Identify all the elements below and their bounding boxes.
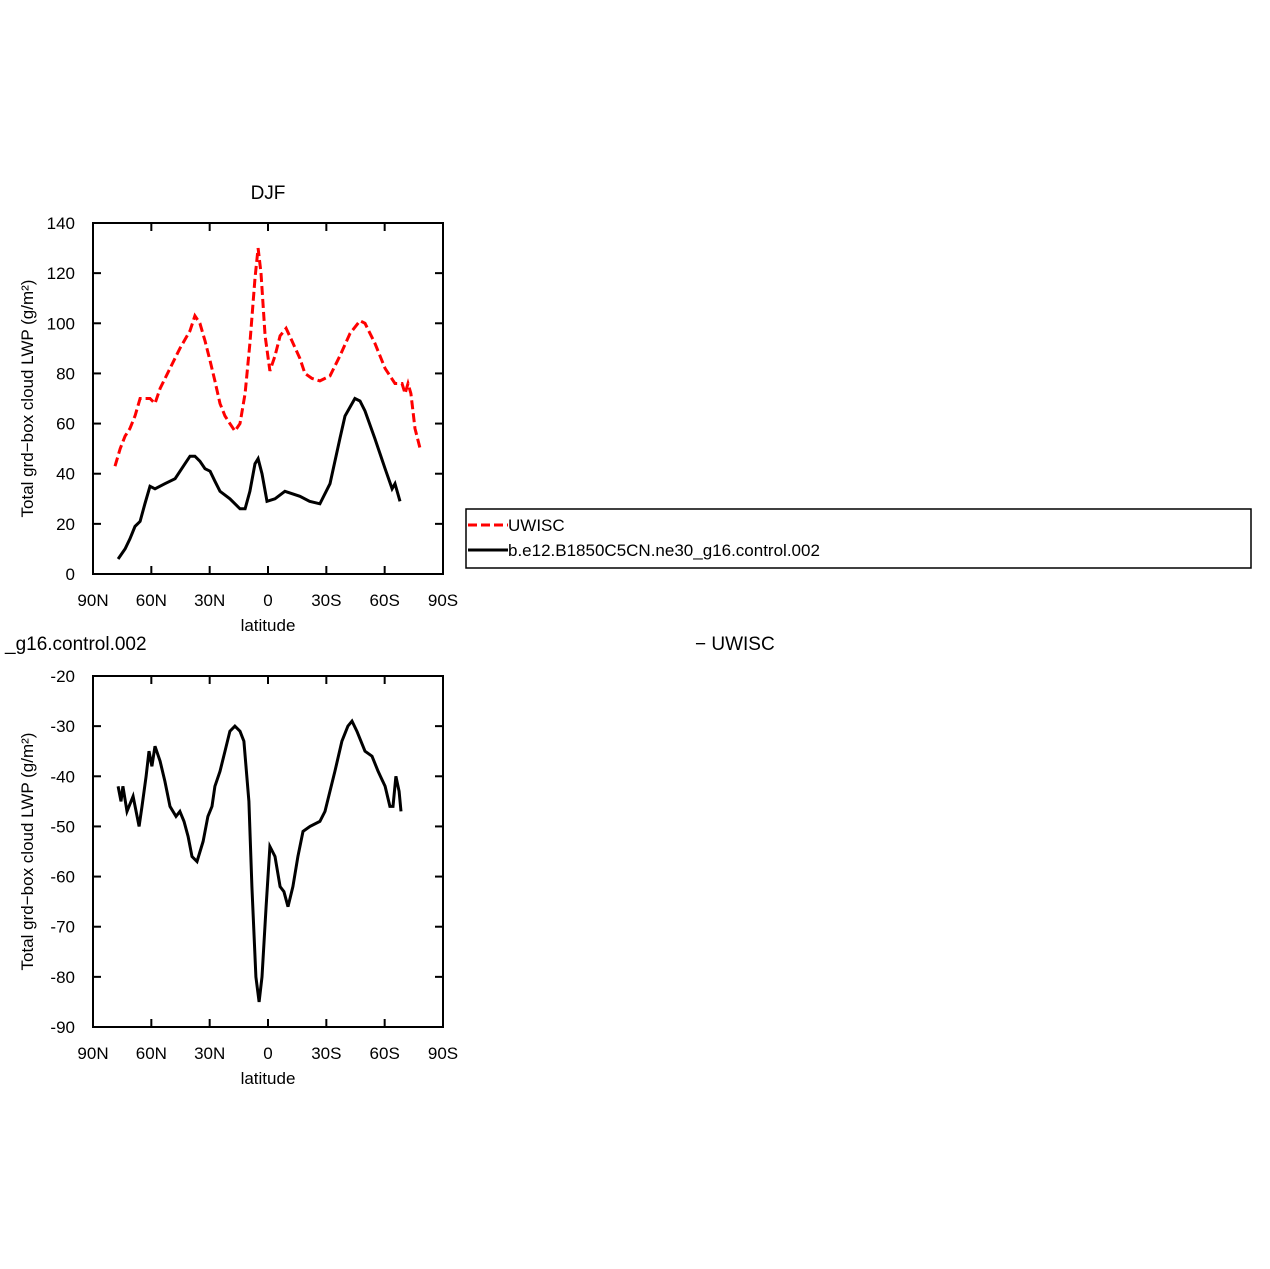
y-tick-label: 0 xyxy=(66,565,75,584)
y-tick-label: -40 xyxy=(50,767,75,786)
y-tick-label: 60 xyxy=(56,415,75,434)
x-tick-label: 30S xyxy=(311,1044,341,1063)
y-axis-label: Total grd−box cloud LWP (g/m²) xyxy=(18,733,37,971)
y-tick-label: -30 xyxy=(50,717,75,736)
subtitle-right: − UWISC xyxy=(695,634,775,655)
y-tick-label: -80 xyxy=(50,968,75,987)
x-tick-label: 60S xyxy=(370,591,400,610)
x-tick-label: 0 xyxy=(263,591,272,610)
x-axis-label: latitude xyxy=(241,616,296,635)
data-line xyxy=(116,718,403,1003)
y-tick-label: -90 xyxy=(50,1018,75,1037)
x-tick-label: 60N xyxy=(136,1044,167,1063)
y-tick-label: -70 xyxy=(50,918,75,937)
x-tick-label: 30N xyxy=(194,1044,225,1063)
x-tick-label: 90N xyxy=(77,591,108,610)
data-line xyxy=(113,247,422,467)
plot-frame xyxy=(92,675,444,1028)
x-tick-label: 60N xyxy=(136,591,167,610)
x-tick-label: 30S xyxy=(311,591,341,610)
y-tick-label: 80 xyxy=(56,364,75,383)
y-axis-label: Total grd−box cloud LWP (g/m²) xyxy=(18,280,37,518)
legend-label: b.e12.B1850C5CN.ne30_g16.control.002 xyxy=(508,541,820,560)
data-line xyxy=(116,396,402,560)
y-tick-label: 40 xyxy=(56,465,75,484)
y-tick-label: 100 xyxy=(47,314,75,333)
x-tick-label: 90S xyxy=(428,591,458,610)
x-tick-label: 90N xyxy=(77,1044,108,1063)
subtitle-left: _g16.control.002 xyxy=(4,634,147,655)
x-tick-label: 90S xyxy=(428,1044,458,1063)
y-tick-label: -60 xyxy=(50,868,75,887)
y-tick-label: 140 xyxy=(47,214,75,233)
x-tick-label: 0 xyxy=(263,1044,272,1063)
y-tick-label: 120 xyxy=(47,264,75,283)
y-tick-label: -50 xyxy=(50,817,75,836)
x-axis-label: latitude xyxy=(241,1069,296,1088)
x-tick-label: 30N xyxy=(194,591,225,610)
plot-frame xyxy=(92,222,444,575)
x-tick-label: 60S xyxy=(370,1044,400,1063)
y-tick-label: -20 xyxy=(50,667,75,686)
chart-title: DJF xyxy=(251,183,286,204)
legend-box xyxy=(465,508,1252,569)
legend-label: UWISC xyxy=(508,516,565,535)
y-tick-label: 20 xyxy=(56,515,75,534)
